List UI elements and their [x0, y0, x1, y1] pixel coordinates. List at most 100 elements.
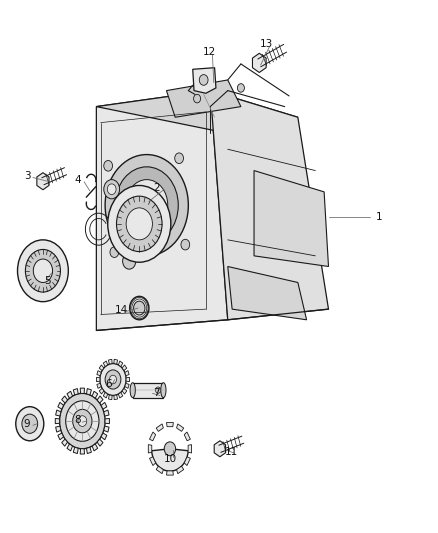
Polygon shape: [109, 395, 112, 400]
Polygon shape: [103, 361, 108, 367]
Polygon shape: [101, 402, 107, 409]
Circle shape: [110, 375, 117, 384]
Polygon shape: [125, 383, 129, 389]
Circle shape: [134, 301, 145, 315]
Circle shape: [194, 94, 201, 103]
Text: 2: 2: [153, 183, 160, 192]
Polygon shape: [96, 91, 228, 330]
Circle shape: [105, 370, 121, 389]
Polygon shape: [122, 389, 127, 394]
Circle shape: [25, 249, 60, 292]
Polygon shape: [62, 439, 67, 446]
Text: 11: 11: [225, 447, 238, 457]
Polygon shape: [62, 396, 67, 403]
Polygon shape: [177, 424, 184, 431]
Polygon shape: [184, 457, 191, 465]
Circle shape: [104, 160, 113, 171]
Text: 7: 7: [153, 389, 160, 398]
Polygon shape: [92, 391, 98, 398]
Polygon shape: [156, 424, 163, 431]
Circle shape: [33, 259, 53, 282]
Polygon shape: [193, 68, 216, 93]
Polygon shape: [104, 410, 109, 416]
Polygon shape: [118, 392, 123, 398]
Polygon shape: [92, 444, 98, 451]
Polygon shape: [67, 444, 73, 451]
Text: 14: 14: [115, 305, 128, 315]
Circle shape: [126, 208, 152, 240]
Polygon shape: [96, 377, 100, 382]
Polygon shape: [109, 359, 112, 364]
Circle shape: [126, 180, 168, 231]
Circle shape: [164, 442, 176, 456]
Polygon shape: [37, 173, 49, 190]
Text: 12: 12: [203, 47, 216, 57]
Text: 8: 8: [74, 415, 81, 425]
Circle shape: [115, 167, 178, 244]
Circle shape: [18, 240, 68, 302]
Circle shape: [199, 75, 208, 85]
Polygon shape: [97, 396, 103, 403]
Polygon shape: [67, 391, 73, 398]
Polygon shape: [103, 392, 108, 398]
Polygon shape: [86, 447, 92, 454]
Polygon shape: [166, 471, 173, 475]
Polygon shape: [96, 91, 298, 133]
Text: 4: 4: [74, 175, 81, 185]
Text: 1: 1: [375, 213, 382, 222]
Circle shape: [108, 185, 171, 262]
Circle shape: [104, 180, 120, 199]
Polygon shape: [114, 395, 117, 400]
Polygon shape: [80, 388, 85, 393]
Circle shape: [175, 153, 184, 164]
Polygon shape: [97, 370, 101, 376]
Polygon shape: [126, 377, 130, 382]
Text: 6: 6: [105, 379, 112, 389]
Text: 5: 5: [44, 277, 51, 286]
Polygon shape: [101, 433, 107, 440]
Circle shape: [181, 239, 190, 250]
Polygon shape: [73, 389, 78, 395]
Polygon shape: [105, 418, 110, 424]
Circle shape: [107, 184, 116, 195]
Ellipse shape: [161, 383, 166, 398]
Polygon shape: [97, 439, 103, 446]
Polygon shape: [99, 389, 104, 394]
Polygon shape: [166, 423, 173, 427]
Polygon shape: [156, 466, 163, 474]
Polygon shape: [252, 53, 266, 72]
Polygon shape: [56, 426, 61, 432]
Circle shape: [22, 414, 38, 433]
Polygon shape: [73, 447, 78, 454]
Polygon shape: [166, 80, 241, 117]
Polygon shape: [214, 441, 226, 457]
Text: 13: 13: [260, 39, 273, 49]
Circle shape: [117, 196, 162, 252]
Circle shape: [237, 84, 244, 92]
Polygon shape: [80, 449, 85, 454]
Polygon shape: [122, 365, 127, 370]
Polygon shape: [149, 457, 155, 465]
Polygon shape: [254, 171, 328, 266]
Polygon shape: [58, 433, 64, 440]
Circle shape: [130, 296, 149, 320]
Polygon shape: [210, 91, 328, 320]
Polygon shape: [188, 445, 191, 453]
Polygon shape: [184, 432, 191, 441]
Circle shape: [155, 387, 161, 393]
Polygon shape: [177, 466, 184, 474]
Circle shape: [16, 407, 44, 441]
Polygon shape: [97, 383, 101, 389]
Circle shape: [123, 253, 136, 269]
Circle shape: [73, 409, 92, 433]
Ellipse shape: [130, 383, 135, 398]
Circle shape: [60, 393, 105, 449]
FancyBboxPatch shape: [133, 383, 163, 398]
Polygon shape: [58, 402, 64, 409]
Circle shape: [110, 247, 119, 257]
Polygon shape: [148, 445, 152, 453]
Polygon shape: [55, 418, 60, 424]
Circle shape: [100, 364, 126, 395]
Circle shape: [78, 416, 87, 426]
Text: 10: 10: [163, 455, 177, 464]
